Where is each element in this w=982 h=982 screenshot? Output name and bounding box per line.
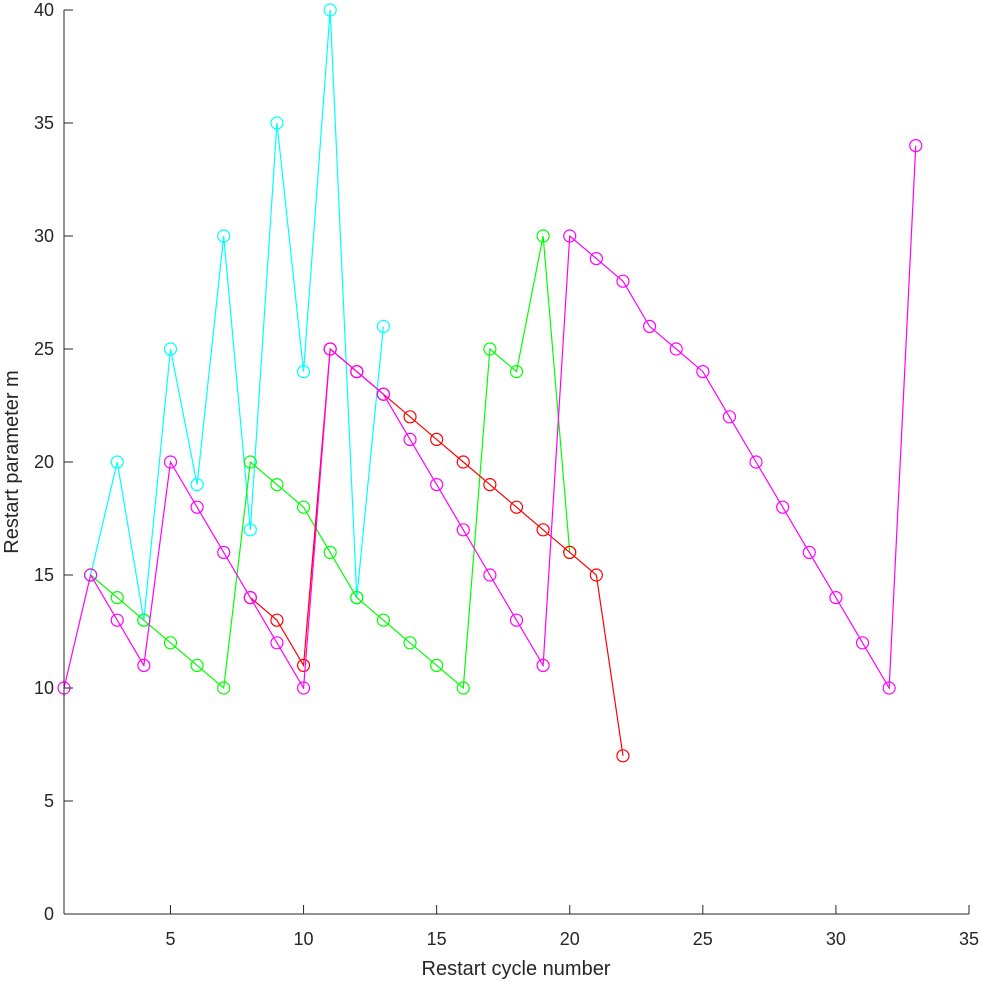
data-point-marker bbox=[802, 545, 816, 560]
data-point-marker bbox=[563, 229, 577, 243]
series-2 bbox=[84, 229, 577, 695]
x-tick-label: 35 bbox=[959, 929, 979, 949]
data-point-marker bbox=[509, 613, 524, 627]
y-tick-label: 0 bbox=[44, 904, 54, 924]
data-point-marker bbox=[323, 545, 337, 560]
data-point-marker bbox=[270, 478, 284, 492]
data-point-marker bbox=[536, 523, 550, 537]
data-point-marker bbox=[110, 455, 124, 469]
y-ticks: 0 5 10 15 20 25 30 35 40 bbox=[34, 0, 73, 924]
y-axis-label: Restart parameter m bbox=[1, 370, 23, 553]
data-point-marker bbox=[243, 455, 257, 469]
x-tick-label: 15 bbox=[427, 929, 447, 949]
data-point-marker bbox=[776, 500, 790, 514]
data-point-marker bbox=[430, 432, 444, 446]
x-tick-label: 25 bbox=[693, 929, 713, 949]
x-tick-label: 30 bbox=[826, 929, 846, 949]
data-point-marker bbox=[296, 500, 311, 514]
data-point-marker bbox=[536, 229, 550, 243]
data-point-marker bbox=[190, 658, 204, 673]
data-point-marker bbox=[376, 387, 391, 401]
x-tick-label: 10 bbox=[294, 929, 314, 949]
data-point-marker bbox=[456, 455, 470, 469]
x-tick-label: 20 bbox=[560, 929, 580, 949]
series-line bbox=[90, 9, 385, 621]
data-point-marker bbox=[243, 523, 257, 537]
y-tick-label: 30 bbox=[34, 226, 54, 246]
data-point-marker bbox=[296, 365, 311, 379]
data-point-marker bbox=[243, 590, 257, 605]
data-point-marker bbox=[882, 681, 896, 695]
data-point-marker bbox=[217, 545, 231, 560]
data-point-marker bbox=[509, 500, 524, 514]
y-tick-label: 5 bbox=[44, 791, 54, 811]
y-tick-label: 40 bbox=[34, 0, 54, 20]
data-point-marker bbox=[829, 590, 843, 605]
y-tick-label: 15 bbox=[34, 565, 54, 585]
data-point-marker bbox=[323, 3, 337, 17]
data-point-marker bbox=[616, 274, 630, 288]
data-point-marker bbox=[483, 568, 497, 582]
data-point-marker bbox=[642, 319, 657, 333]
series-layer bbox=[57, 3, 923, 763]
data-point-marker bbox=[270, 636, 284, 650]
data-point-marker bbox=[855, 636, 870, 650]
data-point-marker bbox=[376, 319, 391, 333]
data-point-marker bbox=[190, 500, 204, 514]
series-3 bbox=[243, 342, 630, 763]
data-point-marker bbox=[696, 365, 710, 379]
data-point-marker bbox=[110, 590, 124, 605]
data-point-marker bbox=[163, 636, 178, 650]
data-point-marker bbox=[669, 342, 683, 356]
data-point-marker bbox=[270, 116, 284, 130]
y-tick-label: 35 bbox=[34, 113, 54, 133]
data-point-marker bbox=[376, 613, 391, 627]
data-point-marker bbox=[563, 545, 577, 560]
y-tick-label: 10 bbox=[34, 678, 54, 698]
data-point-marker bbox=[350, 590, 364, 605]
data-point-marker bbox=[84, 568, 98, 582]
data-point-marker bbox=[589, 252, 603, 266]
series-line bbox=[90, 235, 571, 690]
data-point-marker bbox=[323, 342, 337, 356]
data-point-marker bbox=[403, 410, 417, 424]
data-point-marker bbox=[403, 636, 417, 650]
data-point-marker bbox=[163, 455, 178, 469]
data-point-marker bbox=[722, 410, 737, 424]
data-point-marker bbox=[137, 658, 151, 673]
data-point-marker bbox=[483, 342, 497, 356]
data-point-marker bbox=[270, 613, 284, 627]
data-point-marker bbox=[456, 681, 470, 695]
data-point-marker bbox=[296, 658, 311, 673]
data-point-marker bbox=[403, 432, 417, 446]
data-point-marker bbox=[589, 568, 603, 582]
series-line bbox=[63, 145, 917, 691]
x-tick-label: 5 bbox=[165, 929, 175, 949]
data-point-marker bbox=[616, 749, 630, 763]
data-point-marker bbox=[350, 365, 364, 379]
series-4 bbox=[57, 139, 923, 695]
data-point-marker bbox=[190, 478, 204, 492]
y-tick-label: 20 bbox=[34, 452, 54, 472]
data-point-marker bbox=[509, 365, 524, 379]
data-point-marker bbox=[163, 342, 178, 356]
data-point-marker bbox=[217, 681, 231, 695]
series-line bbox=[249, 347, 624, 756]
data-point-marker bbox=[217, 229, 231, 243]
data-point-marker bbox=[909, 139, 923, 153]
data-point-marker bbox=[456, 523, 470, 537]
data-point-marker bbox=[430, 478, 444, 492]
data-point-marker bbox=[110, 613, 124, 627]
data-point-marker bbox=[296, 681, 311, 695]
data-point-marker bbox=[749, 455, 763, 469]
data-point-marker bbox=[483, 478, 497, 492]
data-point-marker bbox=[536, 658, 550, 673]
x-ticks: 5 10 15 20 25 30 35 bbox=[165, 905, 979, 949]
x-axis-label: Restart cycle number bbox=[422, 958, 611, 980]
data-point-marker bbox=[430, 658, 444, 673]
series-1 bbox=[84, 3, 391, 627]
y-tick-label: 25 bbox=[34, 339, 54, 359]
